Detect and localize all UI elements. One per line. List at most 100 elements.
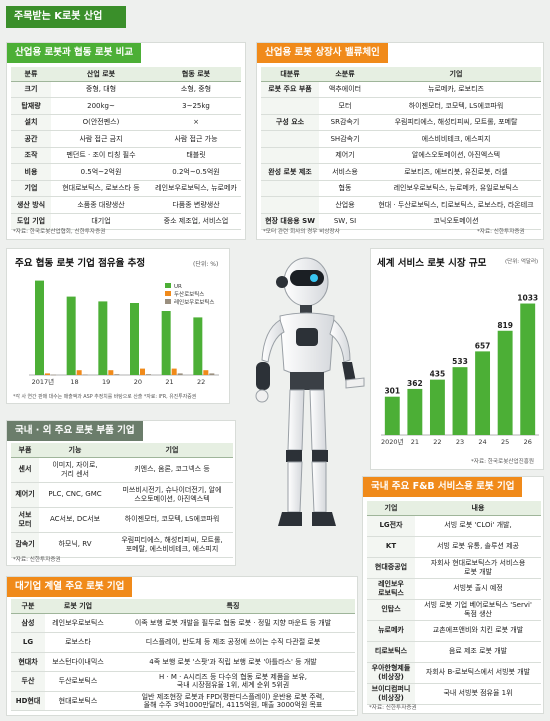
bar-2-5 — [209, 373, 215, 375]
table-cell — [261, 130, 319, 148]
table-row: 감속기 하모닉, RV 우림피티에스, 해성티피씨, 모트롤, 포메탈, 에스비비테… — [11, 532, 233, 558]
column-header: 특징 — [111, 599, 355, 614]
legend-label-2: 레인보우로보틱스 — [174, 298, 214, 306]
market-chart-panel: 세계 서비스 로봇 시장 규모 (단위: 억달러) 301 2020년 362 21 4… — [370, 248, 544, 470]
table-cell: AC서보, DC서보 — [39, 507, 111, 533]
table-cell: 3~25kg — [151, 97, 241, 115]
table-cell: 레인보우로보틱스, 뉴로메카 — [151, 180, 241, 197]
x-tick-label: 21 — [411, 438, 419, 446]
data-label: 533 — [452, 357, 468, 366]
table-row: 현대중공업 자회사 현대로보틱스가 서비스용 로봇 개발 — [367, 557, 541, 579]
bar-2-0 — [51, 374, 56, 376]
table-cell: 중형, 대형 — [51, 81, 151, 98]
valuechain-panel: 산업용 로봇 상장사 밸류체인 대분류 소분류 기업 로봇 주요 부품 액추에이터 뉴로메… — [256, 42, 544, 240]
table-cell: 설치 — [11, 114, 51, 131]
bar-0-0 — [35, 280, 44, 375]
market-chart-title: 세계 서비스 로봇 시장 규모 — [377, 258, 487, 269]
data-label: 657 — [475, 341, 491, 350]
parts-table: 부품 기능 기업 센서 이미지, 자이로, 거리 센서 키엔스, 옴론, 코그넥스 등 제어… — [11, 443, 233, 558]
data-label: 301 — [384, 387, 400, 396]
table-cell: 교촌에프앤비와 치킨 로봇 개발 — [415, 620, 541, 642]
table-cell: 음료 제조 로봇 개발 — [415, 641, 541, 663]
column-header: 기능 — [39, 443, 111, 458]
x-tick-label: 21 — [165, 378, 173, 386]
table-cell: 대기업 — [51, 213, 151, 230]
table-cell: 4족 보행 로봇 '스팟'과 직립 보행 로봇 '아틀라스' 등 개발 — [111, 652, 355, 672]
table-cell: 센서 — [11, 457, 39, 483]
table-cell: 알에스오토메이션, 아진엑스텍 — [371, 147, 541, 164]
table-cell: 디스플레이, 반도체 등 제조 공정에 쓰이는 수직 다관절 로봇 — [111, 632, 355, 653]
page-title: 주목받는 K로봇 산업 — [6, 6, 126, 28]
x-tick-label: 26 — [524, 438, 532, 446]
data-label: 435 — [430, 370, 446, 379]
share-chart-unit: (단위: %) — [193, 261, 219, 268]
table-row: 모터 하이젠모터, 코모텍, LS에코파워 — [261, 97, 541, 115]
table-cell: 중소 제조업, 서비스업 — [151, 213, 241, 230]
table-row: 제어기 PLC, CNC, GMC 미쓰비시전기, 슈나이더전기, 알에 스오토메이… — [11, 482, 233, 508]
x-tick-label: 18 — [70, 378, 78, 386]
table-cell: 미쓰비시전기, 슈나이더전기, 알에 스오토메이션, 아진엑스텍 — [111, 482, 233, 508]
table-cell — [261, 196, 319, 214]
bar-0-5 — [193, 317, 203, 375]
table-cell: 제어기 — [319, 147, 371, 164]
table-cell: SH감속기 — [319, 130, 371, 148]
bar-1-2 — [108, 370, 114, 375]
compare-table: 분류 산업 로봇 협동 로봇 크기 중형, 대형 소형, 중형 탑재량 200kg~ 3~25k… — [11, 67, 241, 230]
x-tick-label: 2017년 — [32, 377, 55, 386]
valuechain-table: 대분류 소분류 기업 로봇 주요 부품 액추에이터 뉴로메카, 로보티즈 모터 하이젠모터, … — [261, 67, 541, 230]
share-chart-panel: 주요 협동 로봇 기업 점유율 추정 (단위: %) 2017년 18 19 20 21… — [6, 248, 230, 404]
table-row: 브이디컴퍼니 (비상장) 국내 서빙봇 점유율 1위 — [367, 683, 541, 705]
x-tick-label: 24 — [478, 438, 486, 446]
fnb-table: 기업 내용 LG전자 서빙 로봇 'CLOi' 개발, KT 서빙 로봇 유통, 솔루션 … — [367, 501, 541, 705]
bar-5 — [497, 330, 513, 435]
table-row: 도입 기업 대기업 중소 제조업, 서비스업 — [11, 213, 241, 230]
valuechain-note-left: *모터 관련 회사의 경우 비상장사 — [263, 229, 340, 235]
table-cell: 서보 모터 — [11, 507, 39, 533]
table-cell: 하이젠모터, 코모텍, LS에코파워 — [111, 507, 233, 533]
table-cell: 우아한형제들 (비상장) — [367, 662, 415, 684]
table-cell: 서비스용 — [319, 163, 371, 181]
table-row: 비용 0.5억~2억원 0.2억~0.5억원 — [11, 163, 241, 181]
table-cell: 0.2억~0.5억원 — [151, 163, 241, 181]
bar-2-4 — [177, 373, 183, 375]
table-row: 구성 요소 SR감속기 우림피티에스, 해성티피씨, 모트롤, 포메탈 — [261, 114, 541, 131]
x-tick-label: 22 — [433, 438, 441, 446]
table-cell: 조작 — [11, 147, 51, 164]
table-cell: 액추에이터 — [319, 81, 371, 98]
table-cell: 키엔스, 옴론, 코그넥스 등 — [111, 457, 233, 483]
table-cell: 레인보우 로보틱스 — [367, 578, 415, 600]
table-cell: 사람 접근 금지 — [51, 130, 151, 148]
bar-2-2 — [114, 374, 120, 375]
table-cell: 이족 보행 로봇 개발을 필두로 협동 로봇 · 정밀 지향 마운트 등 개발 — [111, 613, 355, 633]
bar-1-1 — [76, 370, 82, 375]
table-row: 탑재량 200kg~ 3~25kg — [11, 97, 241, 115]
bar-0-3 — [130, 303, 139, 375]
table-cell: 국내 서빙봇 점유율 1위 — [415, 683, 541, 705]
table-cell: 자회사 B-로보틱스에서 서빙봇 개발 — [415, 662, 541, 684]
bar-4 — [475, 351, 491, 435]
table-row: 삼성 레인보우로보틱스 이족 보행 로봇 개발을 필두로 협동 로봇 · 정밀 지향… — [11, 613, 355, 633]
bar-0-4 — [161, 311, 171, 375]
data-label: 1033 — [517, 294, 538, 303]
table-cell: 크기 — [11, 81, 51, 98]
x-tick-label: 23 — [456, 438, 464, 446]
table-row: 조작 펜던트 · 조이 티칭 필수 태블릿 — [11, 147, 241, 164]
table-cell: 에스비비테크, 에스피지 — [371, 130, 541, 148]
table-cell: 탑재량 — [11, 97, 51, 115]
table-row: LG 로보스타 디스플레이, 반도체 등 제조 공정에 쓰이는 수직 다관절 로봇 — [11, 632, 355, 653]
legend-swatch-1 — [165, 291, 171, 296]
table-row: 완성 로봇 제조 서비스용 로보티즈, 에브리봇, 유진로봇, 러셀 — [261, 163, 541, 181]
table-cell: 보스턴다이내믹스 — [45, 652, 111, 672]
table-cell: 비용 — [11, 163, 51, 181]
table-row: 서보 모터 AC서보, DC서보 하이젠모터, 코모텍, LS에코파워 — [11, 507, 233, 533]
table-cell: O(안전펜스) — [51, 114, 151, 131]
table-cell: 로보티즈, 에브리봇, 유진로봇, 러셀 — [371, 163, 541, 181]
legend-label-0: UR — [174, 284, 182, 290]
table-cell: 모터 — [319, 97, 371, 115]
bar-0 — [384, 396, 400, 435]
x-tick-label: 25 — [501, 438, 509, 446]
table-cell: 로봇 주요 부품 — [261, 81, 319, 98]
table-cell: 완성 로봇 제조 — [261, 163, 319, 181]
table-cell: 현대중공업 — [367, 557, 415, 579]
fnb-title: 국내 주요 F&B 서비스용 로봇 기업 — [363, 477, 523, 497]
